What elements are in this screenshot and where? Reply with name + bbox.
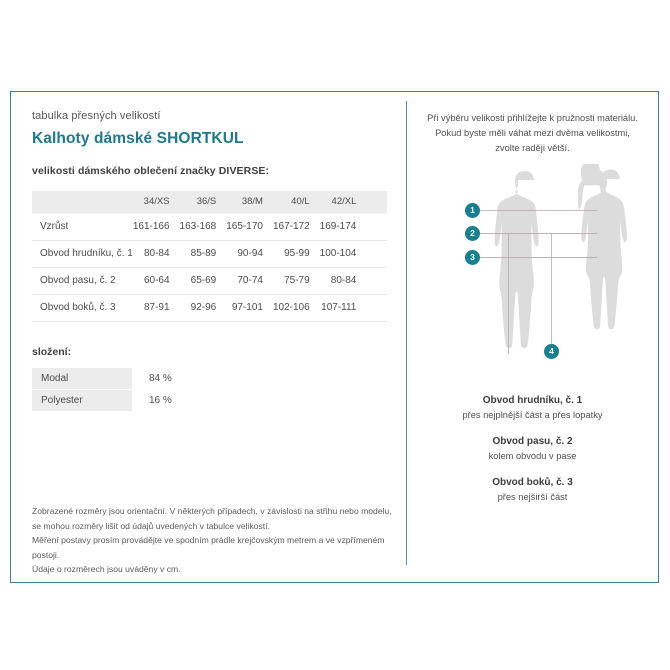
badge-2-icon: 2: [465, 226, 480, 241]
size-header-spacer: [366, 191, 387, 214]
row-label-pas: Obvod pasu, č. 2: [32, 267, 133, 295]
footnote-line-4: Údaje o rozměrech jsou uváděny v cm.: [32, 564, 181, 574]
cell-spacer: [366, 213, 387, 241]
right-panel: Při výběru velikosti přihlížejte k pružn…: [407, 92, 658, 582]
legend-title-chest: Obvod hrudníku, č. 1: [482, 395, 583, 406]
size-table-head: 34/XS 36/S 38/M 40/L 42/XL: [32, 191, 387, 214]
cell-vzrust-36s: 163-168: [179, 213, 227, 241]
male-silhouette-icon: [494, 171, 539, 348]
measurement-legend: Obvod hrudníku, č. 1 přes nejplnější čás…: [415, 393, 650, 505]
legend-title-hips: Obvod boků, č. 3: [492, 477, 573, 488]
content-card: [10, 91, 659, 583]
cell-hrudnik-36s: 85-89: [179, 240, 227, 268]
cell-boky-36s: 92-96: [179, 294, 227, 322]
cell-pas-34xs: 60-64: [132, 267, 180, 295]
table-row: Obvod hrudníku, č. 1 80-84 85-89 90-94 9…: [32, 240, 387, 268]
cell-hrudnik-40l: 95-99: [272, 240, 320, 268]
advice-line-2: Pokud byste měli váhat mezi dvěma veliko…: [435, 128, 630, 138]
left-panel: tabulka přesných velikostí Kalhoty dámsk…: [11, 92, 405, 582]
cell-pas-38m: 70-74: [226, 267, 273, 295]
size-table-header-row: 34/XS 36/S 38/M 40/L 42/XL: [32, 191, 387, 214]
composition-table: Modal 84 % Polyester 16 %: [32, 367, 230, 412]
page-title: Kalhoty dámské SHORTKUL: [32, 130, 244, 147]
legend-desc-hips: přes nejširší část: [497, 492, 568, 502]
table-row: Obvod boků, č. 3 87-91 92-96 97-101 102-…: [32, 294, 387, 322]
badge-3-icon: 3: [465, 250, 480, 265]
size-header-40l: 40/L: [272, 191, 320, 214]
cell-pas-42xl: 80-84: [319, 267, 367, 295]
footnote-line-2: se mohou rozměry lišit od údajů uvedenýc…: [32, 520, 270, 531]
cell-spacer: [366, 294, 387, 322]
row-label-hrudnik: Obvod hrudníku, č. 1: [32, 240, 133, 268]
cell-boky-42xl: 107-111: [319, 294, 367, 322]
badge-4-icon: 4: [544, 344, 559, 359]
cell-hrudnik-38m: 90-94: [226, 240, 273, 268]
composition-percent-modal: 84 %: [132, 368, 230, 389]
cell-boky-34xs: 87-91: [132, 294, 180, 322]
composition-heading: složení:: [32, 346, 72, 358]
row-label-boky: Obvod boků, č. 3: [32, 294, 133, 322]
advice-line-1: Při výběru velikosti přihlížejte k pružn…: [427, 113, 638, 123]
table-row: Obvod pasu, č. 2 60-64 65-69 70-74 75-79…: [32, 267, 387, 295]
cell-boky-38m: 97-101: [226, 294, 273, 322]
size-table-subtitle: velikosti dámského oblečení značky DIVER…: [32, 165, 270, 177]
cell-vzrust-38m: 165-170: [226, 213, 273, 241]
legend-desc-waist: kolem obvodu v pase: [488, 451, 577, 461]
cell-spacer: [366, 267, 387, 295]
size-header-34xs: 34/XS: [132, 191, 180, 214]
sizing-advice: Při výběru velikosti přihlížejte k pružn…: [420, 111, 645, 156]
cell-hrudnik-34xs: 80-84: [132, 240, 180, 268]
composition-material-polyester: Polyester: [32, 390, 132, 411]
cell-pas-40l: 75-79: [272, 267, 320, 295]
composition-material-modal: Modal: [32, 368, 132, 389]
size-header-36s: 36/S: [179, 191, 227, 214]
size-header-38m: 38/M: [226, 191, 273, 214]
footnote-line-3: Měření postavy prosím provádějte ve spod…: [32, 535, 385, 560]
size-header-label: [32, 191, 133, 214]
cell-pas-36s: 65-69: [179, 267, 227, 295]
footnote: Zobrazené rozměry jsou orientační. V něk…: [32, 504, 402, 577]
size-table: 34/XS 36/S 38/M 40/L 42/XL Vzrůst 161-16…: [32, 191, 387, 322]
size-table-body: Vzrůst 161-166 163-168 165-170 167-172 1…: [32, 213, 387, 322]
female-silhouette-icon: [577, 164, 627, 330]
composition-row: Modal 84 %: [32, 368, 230, 389]
cell-vzrust-40l: 167-172: [272, 213, 320, 241]
composition-percent-polyester: 16 %: [132, 390, 230, 411]
measurement-figure: 1 2 3 4: [407, 164, 658, 379]
footnote-line-1: Zobrazené rozměry jsou orientační. V něk…: [32, 506, 392, 516]
table-row: Vzrůst 161-166 163-168 165-170 167-172 1…: [32, 213, 387, 241]
cell-boky-40l: 102-106: [272, 294, 320, 322]
body-silhouettes-svg: [474, 164, 627, 354]
panel-divider: [406, 101, 407, 565]
badge-1-icon: 1: [465, 203, 480, 218]
legend-title-waist: Obvod pasu, č. 2: [492, 436, 573, 447]
eyebrow-label: tabulka přesných velikostí: [32, 110, 161, 122]
legend-item-waist: Obvod pasu, č. 2 kolem obvodu v pase: [415, 434, 650, 464]
measurement-lines: [474, 210, 597, 354]
cell-hrudnik-42xl: 100-104: [319, 240, 367, 268]
legend-item-chest: Obvod hrudníku, č. 1 přes nejplnější čás…: [415, 393, 650, 423]
legend-item-hips: Obvod boků, č. 3 přes nejširší část: [415, 475, 650, 505]
cell-vzrust-34xs: 161-166: [132, 213, 180, 241]
legend-desc-chest: přes nejplnější část a přes lopatky: [462, 410, 603, 420]
cell-spacer: [366, 240, 387, 268]
composition-row: Polyester 16 %: [32, 390, 230, 411]
advice-line-3: zvolte raději větší.: [495, 143, 570, 153]
row-label-vzrust: Vzrůst: [32, 213, 133, 241]
size-header-42xl: 42/XL: [319, 191, 367, 214]
cell-vzrust-42xl: 169-174: [319, 213, 367, 241]
